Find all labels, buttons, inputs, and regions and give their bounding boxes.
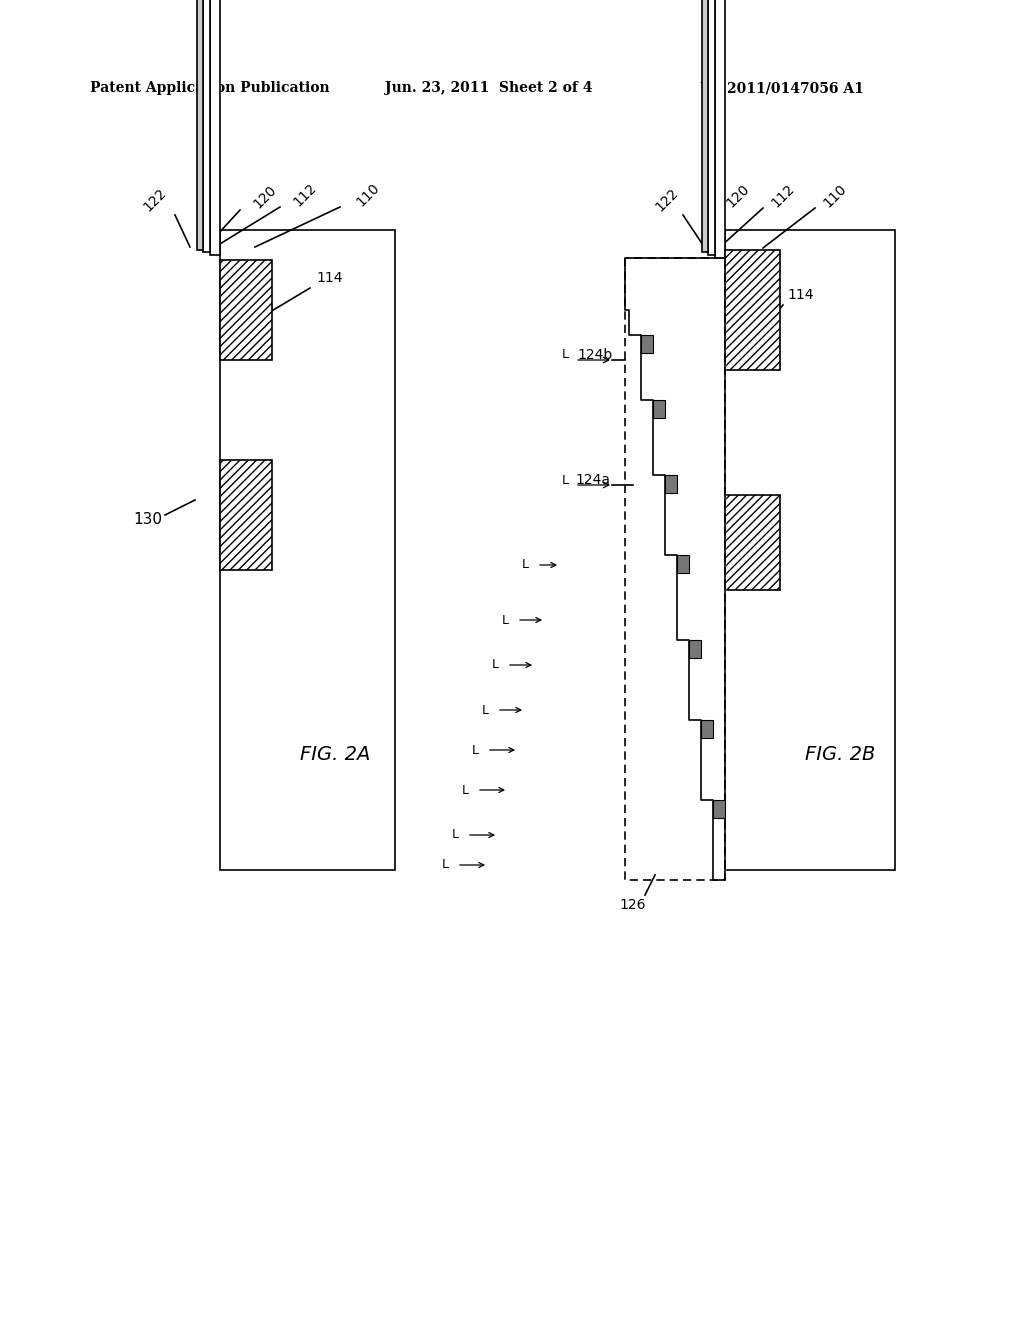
Text: 114: 114 <box>787 288 814 302</box>
Text: 114: 114 <box>316 271 343 285</box>
Text: 110: 110 <box>820 182 849 210</box>
Text: L: L <box>452 829 459 842</box>
Text: 126: 126 <box>620 898 646 912</box>
Text: 122: 122 <box>652 186 681 214</box>
Bar <box>689 640 701 657</box>
Text: L: L <box>481 704 488 717</box>
Bar <box>725 495 780 590</box>
Bar <box>220 260 272 360</box>
Text: L: L <box>521 558 528 572</box>
Text: FIG. 2A: FIG. 2A <box>300 746 371 764</box>
Bar <box>653 400 665 418</box>
Text: 124b: 124b <box>578 348 612 362</box>
Text: L: L <box>492 659 499 672</box>
Text: L: L <box>462 784 469 796</box>
Text: 130: 130 <box>133 512 163 528</box>
Bar <box>701 719 713 738</box>
Bar <box>665 475 677 492</box>
Text: 124a: 124a <box>575 473 610 487</box>
Bar <box>725 249 780 370</box>
Bar <box>197 0 203 249</box>
Text: 112: 112 <box>291 181 319 210</box>
Text: L: L <box>502 614 509 627</box>
Text: L: L <box>561 474 568 487</box>
Bar <box>210 0 220 255</box>
Text: L: L <box>441 858 449 871</box>
Text: L: L <box>471 743 478 756</box>
Text: L: L <box>561 348 568 362</box>
Bar <box>203 0 210 252</box>
Text: 120: 120 <box>251 182 280 211</box>
Bar <box>713 800 725 818</box>
Text: 122: 122 <box>140 186 169 214</box>
Text: 130: 130 <box>657 308 686 322</box>
Bar <box>725 230 895 870</box>
Bar <box>220 230 395 870</box>
Bar <box>708 0 715 255</box>
Bar <box>220 459 272 570</box>
Polygon shape <box>625 257 725 880</box>
Text: Patent Application Publication: Patent Application Publication <box>90 81 330 95</box>
Bar <box>715 0 725 257</box>
Text: FIG. 2B: FIG. 2B <box>805 746 876 764</box>
Text: Jun. 23, 2011  Sheet 2 of 4: Jun. 23, 2011 Sheet 2 of 4 <box>385 81 593 95</box>
Text: 110: 110 <box>353 181 382 210</box>
Bar <box>702 0 708 252</box>
Text: US 2011/0147056 A1: US 2011/0147056 A1 <box>700 81 864 95</box>
Bar <box>641 335 653 352</box>
Bar <box>677 554 689 573</box>
Text: 112: 112 <box>769 182 798 210</box>
Text: 120: 120 <box>724 182 753 210</box>
